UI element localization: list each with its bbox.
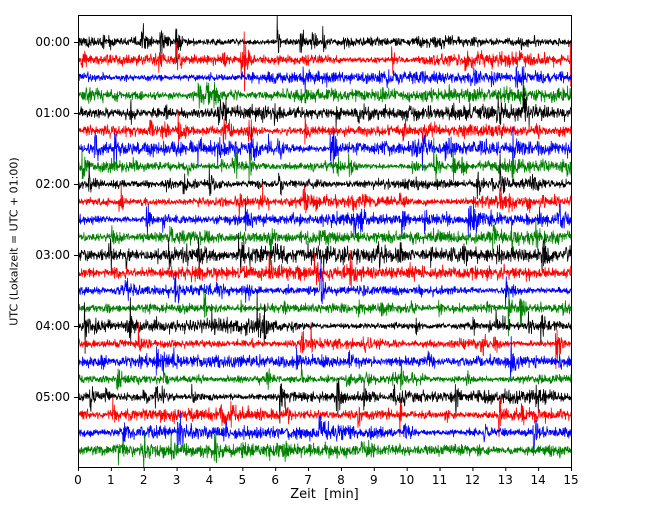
seismogram-trace-0445	[78, 361, 571, 391]
x-tick-label: 0	[74, 473, 82, 487]
y-tick-label: 04:00	[35, 319, 70, 333]
seismogram-trace-0100	[78, 83, 571, 129]
seismogram-trace-0115	[78, 109, 571, 145]
y-tick-label: 03:00	[35, 248, 70, 262]
x-tick-label: 6	[271, 473, 279, 487]
seismogram-trace-0500	[78, 378, 571, 424]
y-axis-label: UTC (Lokalzeit = UTC + 01:00)	[7, 157, 21, 326]
x-tick-label: 15	[563, 473, 579, 487]
x-tick-label: 9	[369, 473, 378, 487]
x-tick-label: 5	[238, 473, 247, 487]
seismogram-trace-0400	[78, 291, 571, 354]
x-axis-label: Zeit [min]	[290, 487, 359, 502]
x-tick-label: 13	[497, 473, 513, 487]
y-tick-label: 02:00	[35, 177, 70, 191]
seismogram-trace-0200	[78, 153, 571, 200]
seismogram-trace-0300	[78, 232, 571, 279]
seismogram-trace-0415	[78, 322, 571, 370]
x-tick-label: 8	[337, 473, 345, 487]
seismogram-trace-0345	[78, 287, 571, 337]
seismogram-trace-0430	[78, 336, 571, 381]
seismogram-trace-0130	[78, 126, 571, 174]
seismogram-traces	[78, 15, 571, 467]
x-tick-label: 7	[304, 473, 312, 487]
x-tick-label: 2	[139, 473, 148, 487]
y-tick-label: 05:00	[35, 390, 70, 404]
seismogram-trace-0145	[78, 137, 571, 184]
x-tick-label: 11	[431, 473, 448, 487]
seismogram-trace-0245	[78, 217, 571, 266]
x-tick-label: 4	[205, 473, 214, 487]
seismogram-trace-0015	[78, 31, 571, 92]
seismogram-trace-0000	[78, 15, 571, 63]
seismogram-trace-0230	[78, 198, 571, 240]
x-tick-label: 1	[107, 473, 115, 487]
seismogram-trace-0215	[78, 183, 571, 220]
x-tick-label: 10	[399, 473, 415, 487]
seismogram-trace-0045	[78, 81, 571, 109]
seismogram-trace-0545	[78, 432, 571, 467]
seismogram-trace-0330	[78, 260, 571, 309]
seismogram-trace-0030	[78, 66, 571, 94]
seismogram-trace-0530	[78, 412, 571, 451]
x-tick-label: 12	[464, 473, 481, 487]
x-tick-label: 3	[172, 473, 181, 487]
plot-border	[78, 15, 572, 468]
y-tick-label: 00:00	[35, 35, 70, 49]
seismogram-trace-0515	[78, 397, 571, 438]
x-tick-label: 14	[530, 473, 546, 487]
y-tick-label: 01:00	[35, 106, 70, 120]
seismogram-trace-0315	[78, 250, 571, 290]
